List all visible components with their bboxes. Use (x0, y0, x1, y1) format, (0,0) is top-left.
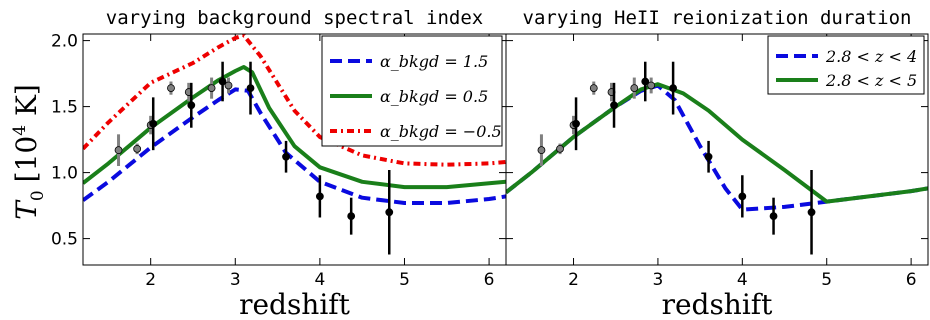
x-tick-label: 6 (484, 270, 495, 290)
x-tick-label: 6 (906, 270, 917, 290)
data-point (769, 212, 778, 221)
panel-1: varying background spectral index 2 3 4 5 6 0.… (51, 7, 507, 320)
x-tick-label: 4 (314, 270, 325, 290)
x-tick-label: 5 (399, 270, 410, 290)
legend-label: α_bkgd = 0.5 (380, 87, 488, 106)
data-point (207, 84, 216, 93)
data-point (282, 152, 290, 161)
data-point (556, 144, 564, 153)
x-tick-label: 4 (737, 270, 748, 290)
data-point (589, 84, 598, 93)
ylabel-units-end: K] (10, 84, 43, 125)
data-point (738, 192, 747, 201)
data-point (610, 101, 618, 110)
svg-text:T0[104 K]: T0 [104 K] (10, 84, 48, 220)
panel-2: varying HeII reionization duration 2 3 4 5 6 r… (505, 7, 929, 320)
series-line-1 (506, 83, 928, 212)
y-tick-label: 0.5 (51, 230, 78, 250)
series-line-2 (506, 82, 928, 204)
data-point (149, 119, 158, 128)
y-axis-label: T0 [104 K] (10, 84, 48, 220)
x-tick-label: 3 (230, 270, 241, 290)
axes-frame (505, 33, 929, 266)
x-tick-label: 2 (568, 270, 579, 290)
data-point (647, 81, 656, 90)
ylabel-subscript: 0 (28, 190, 48, 201)
plot-area (83, 34, 506, 255)
data-point (224, 81, 233, 90)
ylabel-exponent: 4 (10, 125, 30, 136)
legend-box (321, 35, 503, 147)
data-point (315, 192, 324, 201)
x-tick-label: 3 (653, 270, 664, 290)
data-point (630, 84, 639, 93)
panel-title: varying HeII reionization duration (523, 7, 912, 29)
series-line-2 (83, 65, 506, 190)
data-point (385, 208, 394, 217)
y-tick-label: 1.0 (51, 164, 78, 184)
legend-label: 2.8 < z < 5 (825, 71, 917, 90)
x-axis-label: redshift (239, 288, 351, 320)
data-point (187, 101, 196, 110)
panel-title: varying background spectral index (106, 7, 484, 29)
y-tick-label: 1.5 (51, 98, 78, 118)
x-tick-label: 5 (821, 270, 832, 290)
x-tick-label: 2 (145, 270, 156, 290)
legend-label: 2.8 < z < 4 (825, 47, 917, 66)
data-point (114, 146, 123, 155)
y-tick-label: 2.0 (51, 32, 78, 52)
data-point (347, 212, 356, 221)
ylabel-symbol: T (10, 199, 43, 220)
legend: α_bkgd = 1.5 α_bkgd = 0.5 α_bkgd = −0.5 (321, 35, 503, 147)
data-point (641, 77, 650, 86)
data-point (669, 84, 678, 93)
data-point (167, 84, 175, 93)
data-point (572, 119, 580, 128)
plot-area (506, 61, 928, 255)
x-axis-label: redshift (662, 288, 774, 320)
legend-label: α_bkgd = −0.5 (380, 122, 502, 141)
legend: 2.8 < z < 4 2.8 < z < 5 (767, 35, 925, 95)
data-point (537, 146, 546, 155)
data-point (704, 152, 713, 161)
data-point (246, 84, 255, 93)
data-point (807, 208, 816, 217)
series-line-3 (83, 34, 506, 167)
legend-label: α_bkgd = 1.5 (380, 52, 488, 71)
panels: varying background spectral index 2 3 4 5 6 0.… (51, 7, 929, 320)
series-line-1 (83, 87, 506, 205)
legend-box (767, 35, 925, 95)
data-point (133, 144, 142, 153)
ylabel-units: [10 (10, 136, 43, 183)
data-point (218, 77, 227, 86)
